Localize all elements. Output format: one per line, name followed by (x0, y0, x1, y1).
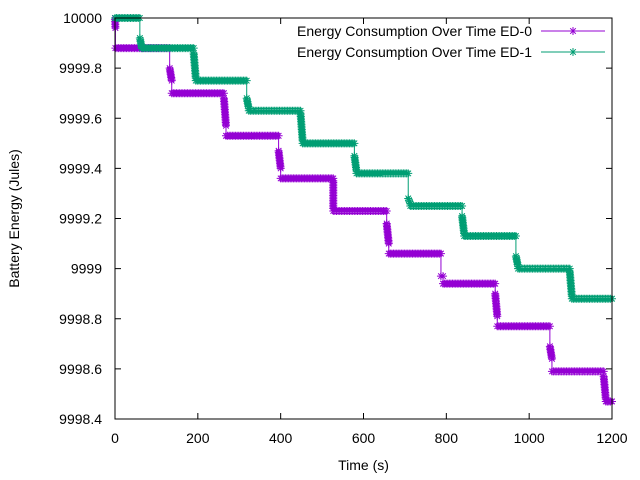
y-tick-label: 9998.8 (59, 311, 102, 327)
data-point-markers (384, 249, 445, 258)
x-tick-label: 1000 (514, 430, 545, 446)
data-point-markers (599, 372, 610, 403)
x-tick-label: 600 (352, 430, 376, 446)
data-point-markers (513, 264, 574, 273)
data-point-markers (329, 176, 338, 213)
data-point-markers (439, 279, 500, 288)
data-point-markers (350, 151, 361, 175)
data-point-markers (244, 106, 305, 115)
data-point-markers (137, 44, 198, 53)
data-point-markers (436, 272, 448, 281)
y-tick-label: 9998.4 (59, 411, 102, 427)
series-ed-1 (111, 14, 616, 303)
data-point-markers (167, 89, 228, 98)
data-point-markers (298, 139, 359, 148)
legend-label-ed-0: Energy Consumption Over Time ED-0 (297, 23, 532, 39)
data-point-markers (567, 294, 616, 303)
data-point-markers (491, 289, 502, 321)
data-point-markers (382, 219, 393, 248)
y-tick-label: 9999.8 (59, 60, 102, 76)
data-point-markers (276, 174, 338, 183)
data-point-markers (352, 169, 413, 178)
x-axis-title: Time (s) (338, 457, 389, 473)
series-layer (111, 14, 616, 406)
plot-frame (114, 17, 613, 420)
y-tick-label: 9999 (71, 261, 102, 277)
data-point-markers (329, 206, 391, 215)
data-point-markers (296, 109, 307, 145)
data-point-markers (406, 201, 467, 210)
legend-marker-ed-0 (569, 27, 577, 35)
y-tick-label: 9999.2 (59, 211, 102, 227)
legend-marker-ed-1 (569, 48, 577, 56)
data-point-markers (460, 232, 520, 241)
data-point-markers (547, 367, 608, 376)
y-tick-label: 9998.6 (59, 361, 102, 377)
series-ed-0 (111, 14, 616, 406)
x-tick-label: 0 (111, 430, 119, 446)
data-point-markers (191, 76, 251, 85)
data-point-markers (545, 342, 556, 363)
data-point-markers (189, 49, 200, 83)
x-tick-label: 800 (435, 430, 459, 446)
y-axis-title: Battery Energy (Jules) (6, 149, 22, 288)
data-point-markers (219, 94, 230, 130)
x-tick-label: 200 (186, 430, 210, 446)
data-point-markers (458, 211, 469, 238)
data-point-markers (165, 64, 176, 85)
data-point-markers (221, 131, 283, 140)
legend: Energy Consumption Over Time ED-0 Energy… (297, 23, 605, 60)
data-point-markers (493, 322, 554, 331)
legend-label-ed-1: Energy Consumption Over Time ED-1 (297, 44, 532, 60)
data-point-markers (274, 146, 285, 173)
data-point-markers (565, 267, 576, 301)
ticks-layer: 0 200 400 600 800 1000 1200 9998.4 9998.6 9998.8 9… (59, 10, 628, 446)
x-tick-label: 400 (269, 430, 293, 446)
y-tick-label: 9999.4 (59, 160, 102, 176)
x-tick-label: 1200 (596, 430, 627, 446)
y-tick-label: 10000 (63, 10, 102, 26)
y-tick-label: 9999.6 (59, 110, 102, 126)
